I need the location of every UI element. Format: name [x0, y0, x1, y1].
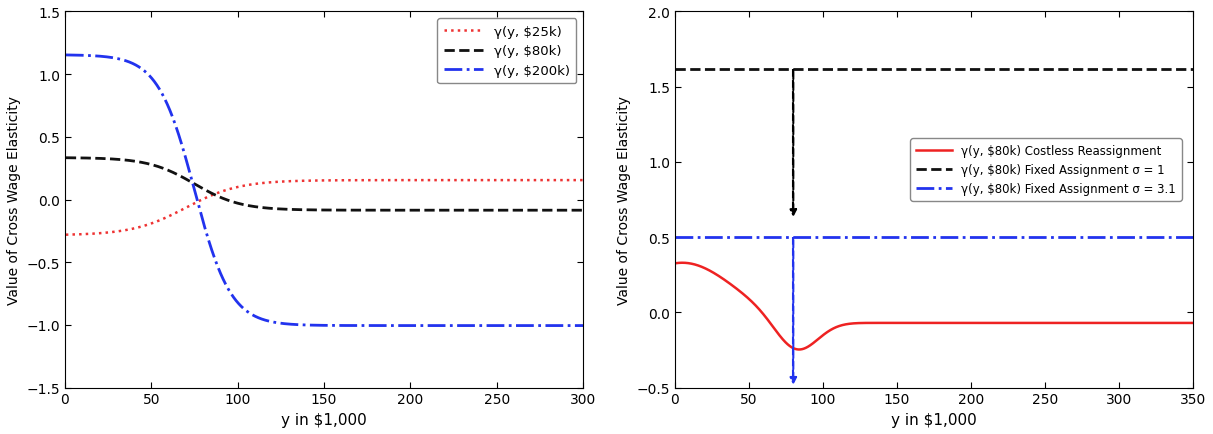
- γ(y, $25k): [560, 178, 575, 183]
- X-axis label: y in $1,000: y in $1,000: [892, 412, 976, 427]
- γ(y, $200k): [85, 54, 99, 59]
- X-axis label: y in $1,000: y in $1,000: [281, 412, 366, 427]
- Legend: γ(y, $80k) Costless Reassignment, γ(y, $80k) Fixed Assignment σ = 1, γ(y, $80k) : γ(y, $80k) Costless Reassignment, γ(y, $…: [911, 139, 1181, 201]
- γ(y, $25k): [576, 178, 591, 183]
- γ(y, $25k): [296, 179, 311, 184]
- γ(y, $200k): [311, 323, 325, 328]
- γ(y, $80k): [58, 156, 73, 161]
- γ(y, $25k): [311, 178, 325, 184]
- γ(y, $200k): [296, 322, 311, 328]
- γ(y, $80k): [85, 156, 99, 161]
- γ(y, $80k): [576, 208, 591, 214]
- γ(y, $80k): [560, 208, 575, 214]
- γ(y, $200k): [58, 53, 73, 59]
- γ(y, $25k): [560, 178, 575, 183]
- γ(y, $200k): [560, 323, 575, 329]
- γ(y, $200k): [560, 323, 575, 329]
- γ(y, $80k): [466, 208, 480, 214]
- Y-axis label: Value of Cross Wage Elasticity: Value of Cross Wage Elasticity: [7, 96, 21, 304]
- γ(y, $200k): [466, 323, 480, 329]
- Line: γ(y, $80k): γ(y, $80k): [66, 158, 583, 211]
- γ(y, $200k): [576, 323, 591, 329]
- Line: γ(y, $200k): γ(y, $200k): [66, 56, 583, 326]
- Legend: γ(y, $25k), γ(y, $80k), γ(y, $200k): γ(y, $25k), γ(y, $80k), γ(y, $200k): [437, 19, 576, 84]
- γ(y, $80k): [560, 208, 575, 214]
- γ(y, $25k): [85, 232, 99, 237]
- γ(y, $80k): [311, 208, 325, 213]
- γ(y, $25k): [58, 233, 73, 238]
- γ(y, $80k): [296, 207, 311, 213]
- Line: γ(y, $25k): γ(y, $25k): [66, 181, 583, 235]
- γ(y, $25k): [466, 178, 480, 183]
- Y-axis label: Value of Cross Wage Elasticity: Value of Cross Wage Elasticity: [617, 96, 631, 304]
